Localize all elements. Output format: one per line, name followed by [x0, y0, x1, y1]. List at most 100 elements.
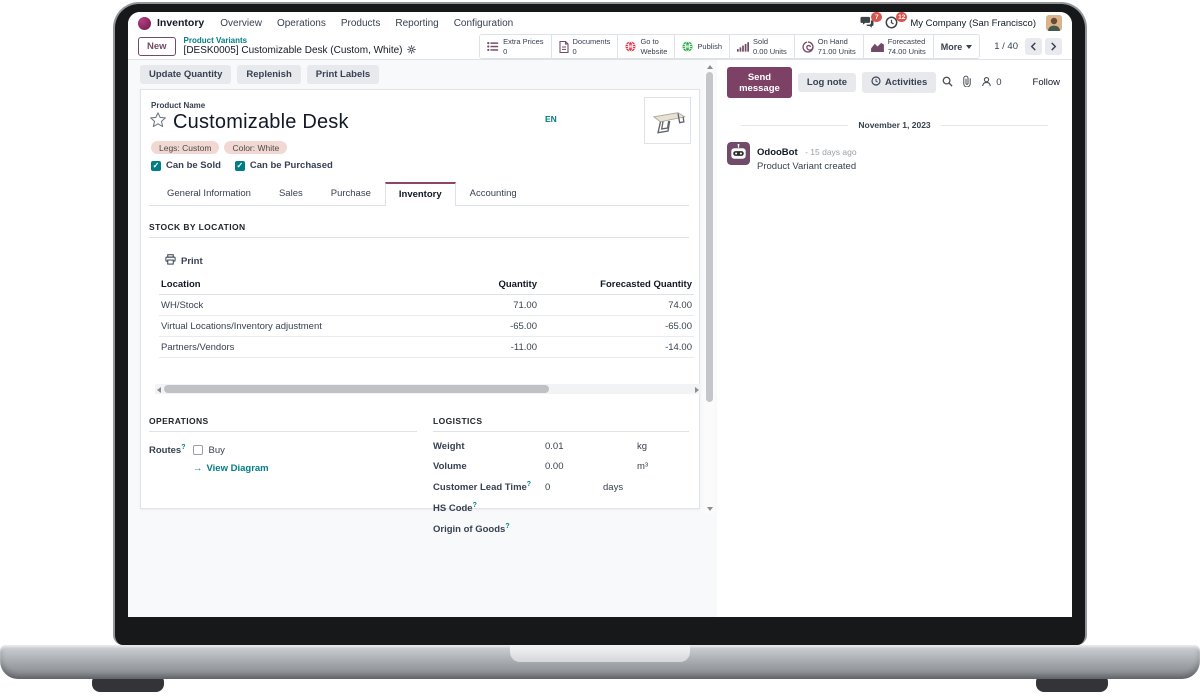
volume-field-row: Volume 0.00 m³ — [433, 461, 649, 472]
menu-operations[interactable]: Operations — [276, 17, 326, 29]
messages-count-badge: 7 — [871, 12, 883, 22]
breadcrumb-current-record: [DESK0005] Customizable Desk (Custom, Wh… — [183, 45, 403, 57]
send-message-button[interactable]: Send message — [727, 67, 792, 98]
menu-configuration[interactable]: Configuration — [453, 17, 514, 29]
odoo-app-icon[interactable] — [138, 16, 151, 30]
app-menu-inventory[interactable]: Inventory — [157, 17, 205, 29]
favorite-star-icon[interactable] — [149, 111, 167, 134]
stat-button-forecasted[interactable]: Forecasted 74.00 Units — [863, 35, 934, 58]
breadcrumb-product-variants[interactable]: Product Variants — [183, 35, 248, 45]
product-image[interactable] — [644, 97, 691, 144]
table-row[interactable]: WH/Stock 71.00 74.00 — [159, 294, 694, 316]
can-be-sold-checkbox[interactable]: ✓ Can be Sold — [151, 160, 221, 171]
col-forecasted-quantity[interactable]: Forecasted Quantity — [539, 276, 694, 295]
scroll-down-arrow-icon[interactable] — [707, 507, 713, 511]
stat-buttons-group: Extra Prices 0 Documents 0 Go to Website — [479, 34, 981, 59]
user-avatar[interactable] — [1046, 15, 1062, 31]
customer-lead-time-input[interactable]: 0 — [545, 482, 551, 494]
company-switcher[interactable]: My Company (San Francisco) — [910, 17, 1036, 29]
scroll-right-arrow-icon[interactable] — [695, 386, 699, 393]
website-globe-red-icon — [625, 41, 636, 52]
search-messages-icon[interactable] — [942, 74, 953, 92]
stat-button-on-hand[interactable]: On Hand 71.00 Units — [794, 35, 864, 58]
more-dropdown-button[interactable]: More — [933, 35, 980, 58]
chevron-down-icon — [966, 44, 973, 49]
hs-code-field-row: HS Code? — [433, 502, 689, 514]
date-divider-label: November 1, 2023 — [858, 120, 931, 130]
tab-purchase[interactable]: Purchase — [330, 188, 371, 199]
message-author: OdooBot — [757, 147, 798, 158]
tab-accounting[interactable]: Accounting — [469, 188, 517, 199]
chatter-message[interactable]: OdooBot - 15 days ago Product Variant cr… — [717, 130, 1072, 172]
scroll-left-arrow-icon[interactable] — [157, 386, 161, 393]
messages-icon[interactable]: 7 — [860, 12, 883, 30]
menu-products[interactable]: Products — [340, 17, 381, 29]
activities-button[interactable]: Activities — [862, 72, 937, 93]
product-title[interactable]: Customizable Desk — [173, 111, 349, 133]
new-button[interactable]: New — [138, 37, 176, 56]
bar-chart-icon — [737, 41, 750, 52]
can-be-purchased-checkbox[interactable]: ✓ Can be Purchased — [234, 160, 333, 171]
log-note-button[interactable]: Log note — [797, 73, 856, 92]
form-sheet: Product Name Customizable Desk EN Legs: … — [140, 89, 701, 535]
attachment-paperclip-icon[interactable] — [962, 74, 972, 92]
tag-legs-custom[interactable]: Legs: Custom — [151, 141, 220, 154]
horizontal-scrollbar-thumb[interactable] — [164, 385, 549, 393]
activities-clock-icon[interactable]: 12 — [885, 12, 908, 30]
hs-code-label: HS Code? — [433, 502, 477, 515]
customer-lead-time-field-row: Customer Lead Time? 0 days — [433, 481, 624, 494]
odoo-app-window: Inventory Overview Operations Products R… — [128, 12, 1072, 617]
pager-previous-button[interactable] — [1025, 38, 1042, 55]
scroll-up-arrow-icon[interactable] — [707, 65, 713, 69]
checkbox-checked-icon: ✓ — [234, 160, 245, 171]
control-panel: New Product Variants [DESK0005] Customiz… — [128, 34, 1072, 60]
chatter-panel: Send message Log note Activities — [717, 60, 1072, 617]
menu-reporting[interactable]: Reporting — [395, 17, 439, 29]
follow-button[interactable]: Follow — [1032, 77, 1060, 88]
header-action-buttons: Update Quantity Replenish Print Labels — [128, 60, 717, 87]
tag-color-white[interactable]: Color: White — [224, 141, 288, 154]
tab-sales[interactable]: Sales — [278, 188, 303, 199]
translation-lang-badge[interactable]: EN — [545, 114, 557, 124]
volume-input[interactable]: 0.00 — [545, 461, 564, 472]
pager-next-button[interactable] — [1045, 38, 1062, 55]
area-chart-icon — [870, 41, 884, 52]
col-quantity[interactable]: Quantity — [409, 276, 539, 295]
logistics-section: LOGISTICS Weight 0.01 kg Volume 0.00 m³ — [433, 416, 689, 535]
vertical-scrollbar[interactable] — [704, 62, 715, 514]
notebook-tabs: General Information Sales Purchase Inven… — [149, 181, 689, 206]
stat-button-extra-prices[interactable]: Extra Prices 0 — [480, 35, 552, 58]
table-row[interactable]: Partners/Vendors -11.00 -14.00 — [159, 336, 694, 358]
stat-button-publish[interactable]: Publish — [675, 35, 731, 58]
pager-counter: 1 / 40 — [994, 41, 1018, 52]
stat-button-sold[interactable]: Sold 0.00 Units — [730, 35, 795, 58]
horizontal-scrollbar[interactable] — [155, 384, 701, 394]
view-diagram-link[interactable]: → View Diagram — [193, 463, 269, 475]
print-button[interactable]: Print — [165, 254, 203, 268]
clock-icon — [871, 76, 881, 89]
update-quantity-button[interactable]: Update Quantity — [140, 65, 232, 84]
route-buy-checkbox[interactable]: Buy — [193, 445, 225, 456]
stat-button-go-to-website[interactable]: Go to Website — [618, 35, 676, 58]
help-icon: ? — [181, 444, 186, 451]
activities-count-badge: 12 — [896, 12, 908, 22]
print-labels-button[interactable]: Print Labels — [306, 65, 380, 84]
stat-button-documents[interactable]: Documents 0 — [551, 35, 619, 58]
followers-icon[interactable] — [981, 74, 992, 92]
replenish-button[interactable]: Replenish — [237, 65, 301, 84]
tab-inventory[interactable]: Inventory — [384, 182, 456, 206]
laptop-notch — [510, 645, 690, 662]
origin-of-goods-label: Origin of Goods? — [433, 523, 510, 536]
weight-input[interactable]: 0.01 — [545, 441, 564, 452]
col-location[interactable]: Location — [159, 276, 409, 295]
record-actions-gear-icon[interactable] — [406, 45, 416, 58]
help-icon: ? — [526, 481, 532, 488]
record-pager: 1 / 40 — [994, 38, 1062, 55]
menu-overview[interactable]: Overview — [220, 17, 262, 29]
checkbox-unchecked-icon — [193, 445, 204, 456]
printer-icon — [165, 254, 176, 268]
tab-general-information[interactable]: General Information — [167, 188, 251, 199]
operations-title: OPERATIONS — [149, 416, 417, 432]
table-row[interactable]: Virtual Locations/Inventory adjustment -… — [159, 315, 694, 337]
vertical-scrollbar-thumb[interactable] — [706, 72, 713, 402]
